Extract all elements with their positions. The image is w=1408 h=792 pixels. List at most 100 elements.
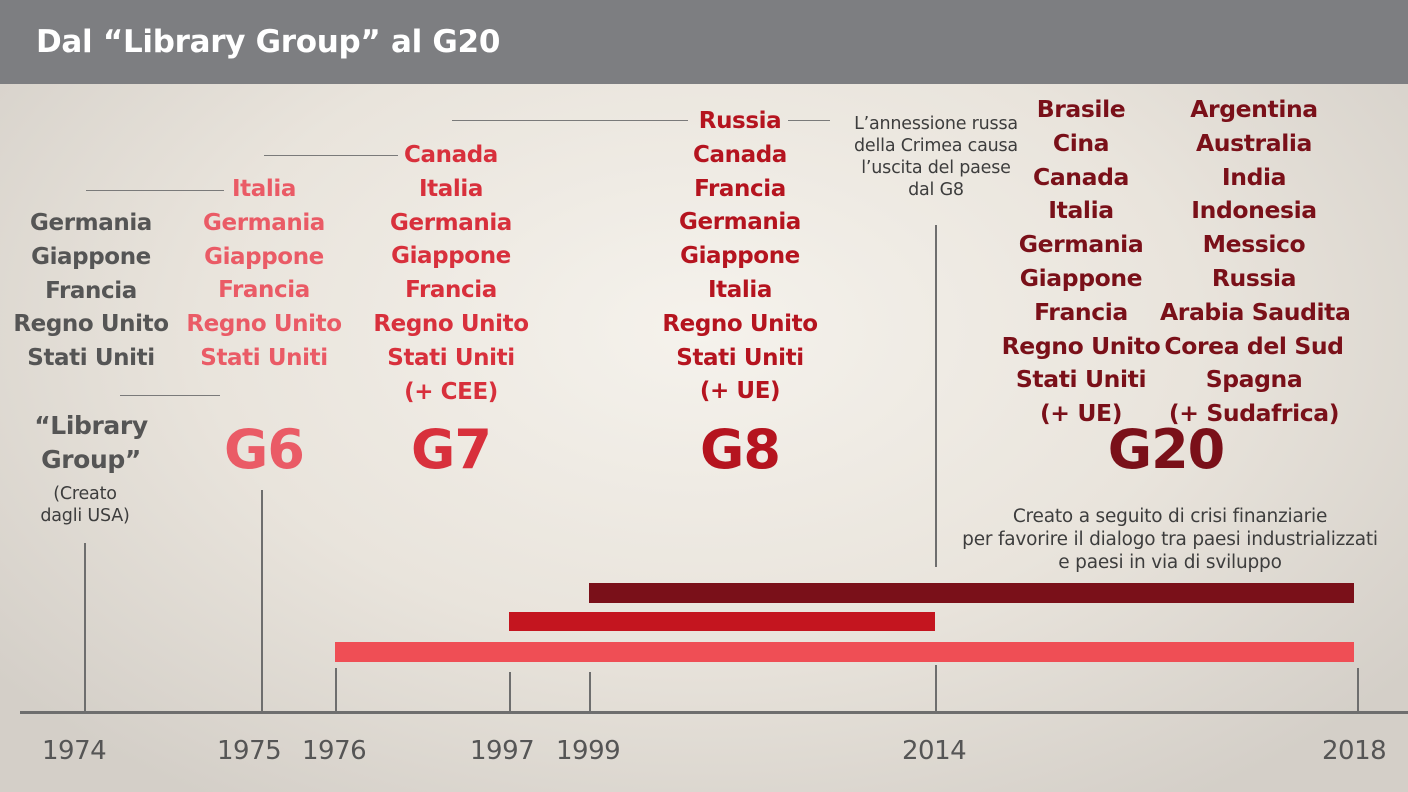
g20-member-item: Francia — [1034, 297, 1128, 326]
g7-member-item: Giappone — [391, 243, 511, 270]
connector-line-g8-right — [788, 120, 830, 121]
library-member-item: Stati Uniti — [27, 345, 155, 372]
library-member-item: Regno Unito — [13, 311, 169, 338]
library-note-line1: (Creato — [53, 484, 117, 504]
g8-member-item: Canada — [693, 141, 787, 168]
g20-member-item: Cina — [1052, 128, 1110, 157]
g7-label: G7 — [411, 418, 492, 481]
year-2018: 2018 — [1322, 736, 1387, 766]
tick-1997 — [509, 672, 511, 713]
crimea-note-line: l’uscita del paese — [861, 158, 1011, 178]
g20-member-item: Brasile — [1036, 95, 1126, 123]
g20-member-item: Russia — [1211, 263, 1297, 292]
g8-member-item: Giappone — [680, 243, 800, 270]
g7-members: Canada Italia Germania Giappone Francia Regno… — [371, 139, 531, 409]
year-2014: 2014 — [902, 736, 967, 766]
g7-member-item: Canada — [404, 142, 498, 168]
g20-members-left: Brasile Cina Canada Italia Germania Giappone F… — [996, 93, 1166, 431]
library-group-members: Germania Giappone Francia Regno Unito Stati … — [10, 207, 172, 376]
g8-member-item: Stati Uniti — [676, 344, 804, 371]
g8-member-item: (+ UE) — [699, 378, 781, 405]
year-1976: 1976 — [302, 736, 367, 766]
g6-member-item: Regno Unito — [186, 311, 342, 338]
g20-member-item: Messico — [1202, 230, 1306, 259]
marker-1975 — [261, 490, 263, 713]
g20-member-item: India — [1221, 162, 1287, 191]
g20-members-right: Argentina Australia India Indonesia Messico R… — [1160, 93, 1351, 431]
g20-note-line: per favorire il dialogo tra paesi indust… — [962, 529, 1378, 550]
page-title: Dal “Library Group” al G20 — [36, 24, 501, 60]
g20-member-item: Regno Unito — [1001, 331, 1161, 360]
bar-g20 — [589, 583, 1354, 603]
tick-2014 — [935, 665, 937, 713]
library-member-item: Giappone — [31, 243, 151, 270]
g6-members: Italia Germania Giappone Francia Regno Unito… — [184, 173, 344, 376]
g20-member-item: Stati Uniti — [1015, 365, 1147, 394]
g6-member-item: Francia — [218, 277, 310, 304]
g6-label: G6 — [224, 418, 305, 481]
connector-line-g6 — [86, 190, 224, 191]
g8-member-item: Russia — [698, 108, 782, 134]
g20-member-item: Corea del Sud — [1164, 331, 1344, 360]
g8-member-item: Regno Unito — [662, 310, 818, 337]
g20-member-item: (+ UE) — [1039, 399, 1123, 428]
connector-line-g8-left — [452, 120, 688, 121]
g8-label: G8 — [700, 418, 781, 481]
connector-line-library — [120, 395, 220, 396]
crimea-note-line: dal G8 — [908, 180, 964, 200]
g20-label: G20 — [1107, 418, 1225, 481]
g20-member-item: Spagna — [1205, 365, 1303, 394]
g20-member-item: Italia — [1048, 196, 1114, 225]
g8-member-item: Francia — [694, 175, 786, 202]
g20-note-line: e paesi in via di sviluppo — [1058, 552, 1282, 573]
year-1974: 1974 — [42, 736, 107, 766]
header-bar: Dal “Library Group” al G20 — [0, 0, 1408, 84]
g20-member-item: Arabia Saudita — [1160, 297, 1351, 326]
g20-member-item: Germania — [1018, 230, 1144, 259]
g7-member-item: Italia — [419, 175, 483, 202]
g20-member-item: (+ Sudafrica) — [1168, 399, 1340, 428]
g20-note-line: Creato a seguito di crisi finanziarie — [1012, 506, 1328, 527]
tick-2018 — [1357, 668, 1359, 713]
g7-member-item: Regno Unito — [373, 310, 529, 337]
g6-member-item: Italia — [232, 176, 296, 202]
library-note-line2: dagli USA) — [40, 506, 130, 526]
g8-members: Russia Canada Francia Germania Giappone Itali… — [660, 105, 820, 409]
g8-member-item: Germania — [679, 209, 801, 236]
g20-member-item: Giappone — [1019, 263, 1143, 292]
library-member-item: Germania — [30, 210, 152, 236]
g20-member-item: Canada — [1033, 162, 1129, 191]
g7-member-item: Francia — [405, 277, 497, 304]
bar-g6-g7 — [335, 642, 1354, 662]
timeline-axis — [20, 711, 1408, 714]
g6-member-item: Germania — [203, 209, 325, 236]
g6-member-item: Stati Uniti — [200, 344, 328, 371]
marker-1974 — [84, 543, 86, 713]
library-group-note: (Creato dagli USA) — [10, 483, 160, 527]
tick-1999 — [589, 672, 591, 713]
g6-member-item: Giappone — [204, 243, 324, 270]
library-member-item: Francia — [45, 277, 137, 304]
year-1997: 1997 — [470, 736, 535, 766]
g7-member-item: (+ CEE) — [404, 378, 498, 405]
g8-member-item: Italia — [708, 276, 772, 303]
library-label-line2: Group” — [41, 445, 141, 474]
crimea-note-line: L’annessione russa — [854, 114, 1018, 134]
g20-member-item: Indonesia — [1191, 196, 1317, 225]
year-1999: 1999 — [556, 736, 621, 766]
library-label-line1: “Library — [34, 411, 148, 440]
g20-member-item: Australia — [1196, 128, 1312, 157]
year-1975: 1975 — [217, 736, 282, 766]
g7-member-item: Stati Uniti — [387, 344, 515, 371]
crimea-note-line: della Crimea causa — [854, 136, 1018, 156]
connector-line-g7 — [264, 155, 398, 156]
g20-member-item: Argentina — [1190, 95, 1318, 123]
tick-1976 — [335, 668, 337, 713]
g20-annotation: Creato a seguito di crisi finanziarie per… — [950, 505, 1390, 574]
crimea-annotation-line — [935, 225, 937, 567]
crimea-annotation: L’annessione russa della Crimea causa l’us… — [836, 113, 1036, 201]
library-group-label: “Library Group” — [10, 409, 172, 477]
g7-member-item: Germania — [390, 209, 512, 236]
bar-g8 — [509, 612, 935, 631]
